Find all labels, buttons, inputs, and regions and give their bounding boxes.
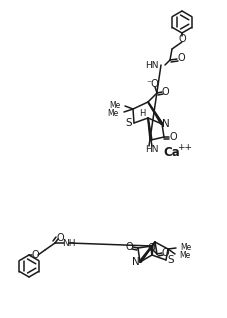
Polygon shape bbox=[148, 102, 163, 125]
Text: O: O bbox=[177, 53, 185, 63]
Polygon shape bbox=[148, 118, 152, 140]
Text: Me: Me bbox=[108, 108, 119, 117]
Text: HN: HN bbox=[145, 144, 159, 154]
Text: ⁻O: ⁻O bbox=[147, 79, 159, 89]
Text: Me: Me bbox=[179, 251, 190, 259]
Text: O: O bbox=[161, 248, 169, 258]
Text: ++: ++ bbox=[178, 143, 192, 153]
Text: HN: HN bbox=[146, 60, 159, 70]
Text: N: N bbox=[162, 119, 170, 129]
Text: O: O bbox=[169, 132, 177, 142]
Text: S: S bbox=[168, 255, 174, 265]
Text: O: O bbox=[31, 250, 39, 260]
Text: S: S bbox=[126, 118, 132, 128]
Text: O: O bbox=[178, 34, 186, 44]
Polygon shape bbox=[139, 242, 155, 263]
Text: O: O bbox=[161, 87, 169, 97]
Text: H: H bbox=[139, 108, 145, 117]
Text: N: N bbox=[132, 257, 140, 267]
Text: O: O bbox=[56, 233, 64, 243]
Text: Ca: Ca bbox=[164, 146, 180, 158]
Polygon shape bbox=[151, 246, 153, 255]
Text: O: O bbox=[125, 242, 133, 252]
Text: Me: Me bbox=[109, 100, 120, 109]
Text: Me: Me bbox=[180, 243, 191, 252]
Text: ⁻O: ⁻O bbox=[144, 243, 156, 253]
Text: NH: NH bbox=[62, 238, 76, 247]
